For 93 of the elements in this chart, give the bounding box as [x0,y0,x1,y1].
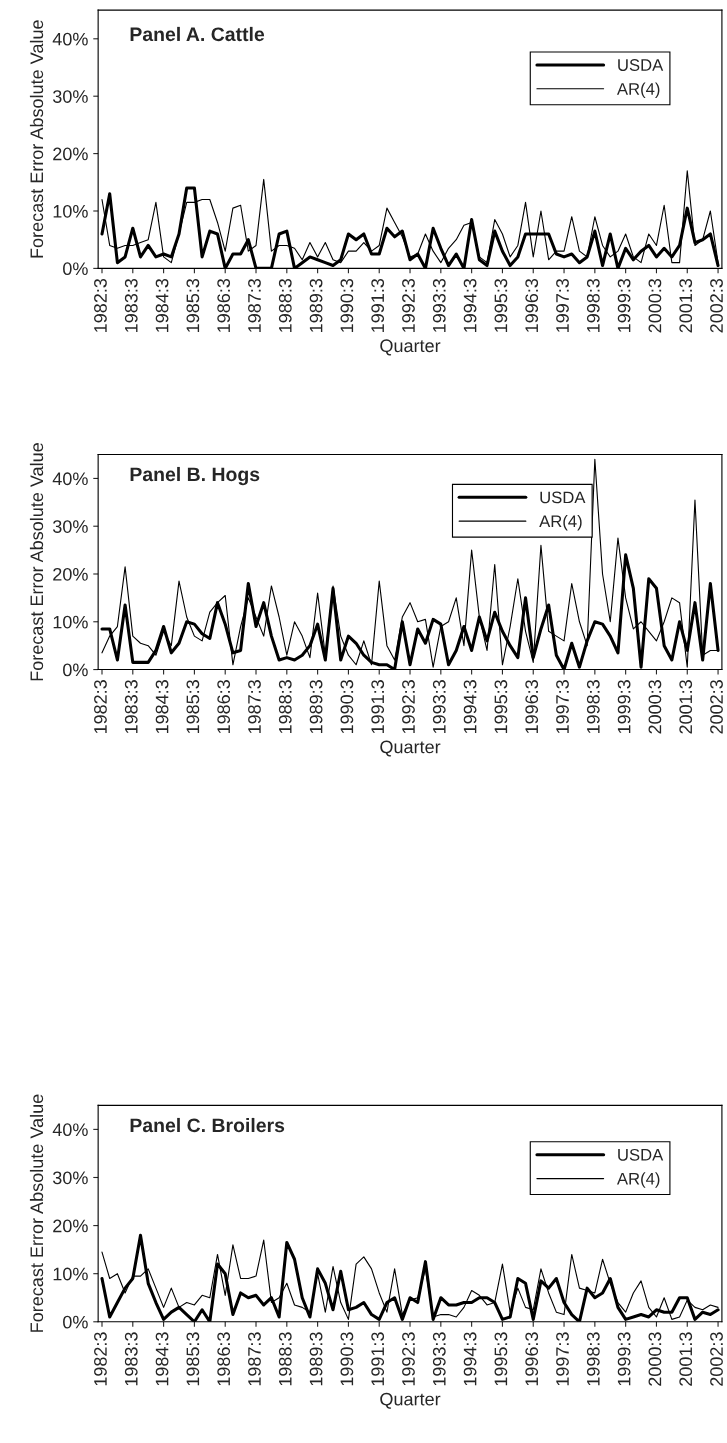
x-tick-label: 1982:3 [94,680,107,734]
y-tick-label: 30% [52,520,88,533]
x-tick-label: 1991:3 [371,1332,385,1386]
x-tick-label: 2002:3 [710,1332,723,1386]
y-axis-title: Forecast Error Absolute Value [29,20,44,258]
y-tick-label: 0% [63,1315,88,1329]
x-tick-label: 2001:3 [679,680,693,734]
x-tick-label: 1984:3 [155,680,169,734]
x-tick-label: 1989:3 [309,1332,323,1386]
legend-label: USDA [618,1148,664,1161]
x-tick-label: 1996:3 [525,680,539,734]
x-tick-label: 2002:3 [710,278,723,333]
x-tick-label: 1996:3 [525,278,539,332]
x-tick-label: 1983:3 [124,680,138,734]
x-tick-label: 1988:3 [278,1332,292,1386]
x-axis-title: Quarter [380,1392,441,1409]
text: Panel C. Broilers [130,1117,285,1133]
text: Panel A. Cattle [130,26,265,42]
x-tick-label: 1990:3 [340,680,354,734]
x-axis-title: Quarter [380,740,441,757]
x-tick-label: 1985:3 [186,680,200,734]
x-tick-label: 1992:3 [402,1332,415,1386]
y-tick-label: 40% [52,472,88,486]
x-tick-label: 1986:3 [217,1332,231,1386]
x-tick-label: 2000:3 [648,680,662,734]
x-tick-label: 1991:3 [371,680,385,734]
x-tick-label: 1983:3 [124,1332,138,1386]
x-axis-title: Quarter [380,339,441,356]
x-tick-label: 1984:3 [155,278,169,332]
x-tick-label: 1988:3 [278,278,292,332]
x-tick-label: 1999:3 [617,278,631,332]
x-tick-label: 1990:3 [340,278,354,332]
y-tick-label: 10% [53,204,88,218]
x-tick-label: 1999:3 [617,1332,631,1386]
x-tick-label: 1996:3 [525,1332,539,1386]
x-tick-label: 1995:3 [494,278,508,332]
x-tick-label: 2001:3 [679,1332,693,1386]
x-tick-label: 1983:3 [124,278,138,332]
x-tick-label: 1989:3 [309,680,323,734]
x-tick-label: 1989:3 [309,278,323,332]
x-tick-label: 1991:3 [371,278,385,332]
x-tick-label: 1995:3 [494,1332,508,1386]
y-tick-label: 10% [53,615,88,629]
x-tick-label: 1987:3 [248,680,261,734]
x-tick-label: 1998:3 [586,278,600,332]
x-tick-label: 2002:3 [710,680,723,734]
x-tick-label: 1993:3 [432,278,446,332]
x-tick-label: 1997:3 [556,680,569,734]
x-tick-label: 1994:3 [463,680,477,734]
x-tick-label: 1985:3 [186,1332,200,1386]
x-tick-label: 2000:3 [648,278,662,333]
y-tick-label: 10% [53,1267,88,1281]
y-tick-label: 30% [52,90,88,103]
x-tick-label: 1993:3 [432,680,446,734]
y-tick-label: 30% [52,1171,88,1185]
x-tick-label: 1982:3 [94,1332,107,1386]
y-tick-label: 0% [63,262,88,276]
x-tick-label: 1997:3 [556,1332,569,1386]
x-tick-label: 1992:3 [402,680,415,734]
legend-label: USDA [618,59,664,71]
x-tick-label: 1994:3 [463,278,477,332]
x-tick-label: 2001:3 [679,278,693,333]
x-tick-label: 1987:3 [248,1332,261,1386]
x-tick-label: 1986:3 [217,278,231,332]
x-tick-label: 1998:3 [586,1332,600,1386]
x-tick-label: 1992:3 [402,278,415,332]
y-tick-label: 40% [52,32,88,46]
legend-label: AR(4) [539,514,582,531]
x-tick-label: 1993:3 [432,1332,446,1386]
x-tick-label: 2000:3 [648,1332,662,1386]
x-tick-label: 1985:3 [186,278,200,332]
x-tick-label: 1986:3 [217,680,231,734]
y-tick-label: 40% [52,1123,88,1137]
legend-label: AR(4) [616,82,660,99]
x-tick-label: 1997:3 [556,278,569,332]
x-tick-label: 1990:3 [340,1332,354,1386]
y-tick-label: 0% [63,663,88,677]
text: Panel B. Hogs [130,466,260,486]
x-tick-label: 1999:3 [617,680,631,734]
legend-label: USDA [540,491,586,504]
legend-label: AR(4) [616,1172,660,1188]
y-axis-title: Forecast Error Absolute Value [29,443,44,681]
y-tick-label: 20% [53,567,88,581]
y-tick-label: 20% [53,1219,88,1233]
x-tick-label: 1987:3 [248,278,261,332]
x-tick-label: 1982:3 [94,278,107,332]
x-tick-label: 1988:3 [278,680,292,734]
x-tick-label: 1998:3 [586,680,600,734]
y-axis-title: Forecast Error Absolute Value [29,1094,44,1332]
x-tick-label: 1994:3 [463,1332,477,1386]
x-tick-label: 1984:3 [155,1332,169,1386]
x-tick-label: 1995:3 [494,680,508,734]
y-tick-label: 20% [53,147,88,161]
